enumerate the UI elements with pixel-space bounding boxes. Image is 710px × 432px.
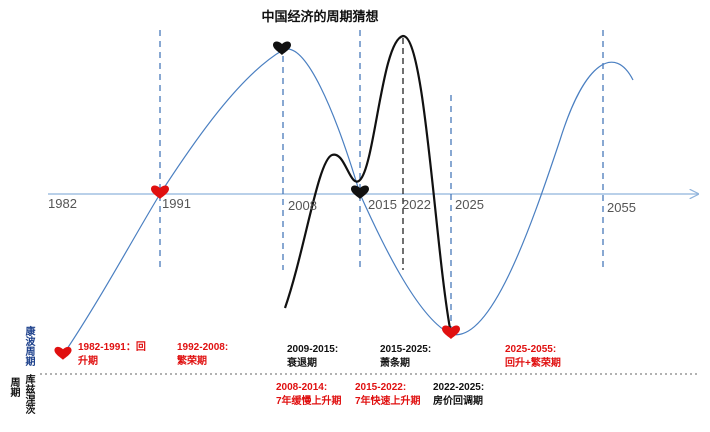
phase-label-2025-2055: 2025-2055: 回升+繁荣期 bbox=[505, 344, 561, 369]
year-label-2022: 2022 bbox=[402, 197, 431, 212]
diagram-title: 中国经济的周期猜想 bbox=[261, 9, 379, 24]
kondratiev-side-label: 康波周期 bbox=[23, 326, 34, 366]
kuznets-label-2015-2022: 2015-2022: 7年快速上升期 bbox=[355, 382, 421, 407]
year-label-1982: 1982 bbox=[48, 196, 77, 211]
kuznets-label-2022-2025: 2022-2025: 房价回调期 bbox=[433, 382, 485, 407]
kuznets-wave-curve bbox=[283, 34, 453, 335]
phase-label-1992-2008: 1992-2008: 繁荣期 bbox=[177, 342, 229, 367]
kondratiev-wave-curve bbox=[62, 48, 634, 356]
kuznets-side-label-b: 库兹涅茨 bbox=[23, 374, 34, 414]
year-label-2015: 2015 bbox=[368, 197, 397, 212]
kuznets-label-2008-2014: 2008-2014: 7年缓慢上升期 bbox=[276, 382, 342, 407]
phase-label-2015-2025: 2015-2025: 萧条期 bbox=[380, 344, 432, 369]
kuznets-side-label-a: 周期 bbox=[8, 377, 19, 397]
year-label-2008: 2008 bbox=[288, 198, 317, 213]
heart-marker-1982 bbox=[54, 346, 72, 360]
heart-marker-2008-peak bbox=[273, 41, 291, 55]
phase-label-1982-1991: 1982-1991：回 升期 bbox=[78, 342, 146, 367]
year-label-1991: 1991 bbox=[162, 196, 191, 211]
year-label-2055: 2055 bbox=[607, 200, 636, 215]
phase-label-2009-2015: 2009-2015: 衰退期 bbox=[287, 344, 339, 369]
year-label-2025: 2025 bbox=[455, 197, 484, 212]
